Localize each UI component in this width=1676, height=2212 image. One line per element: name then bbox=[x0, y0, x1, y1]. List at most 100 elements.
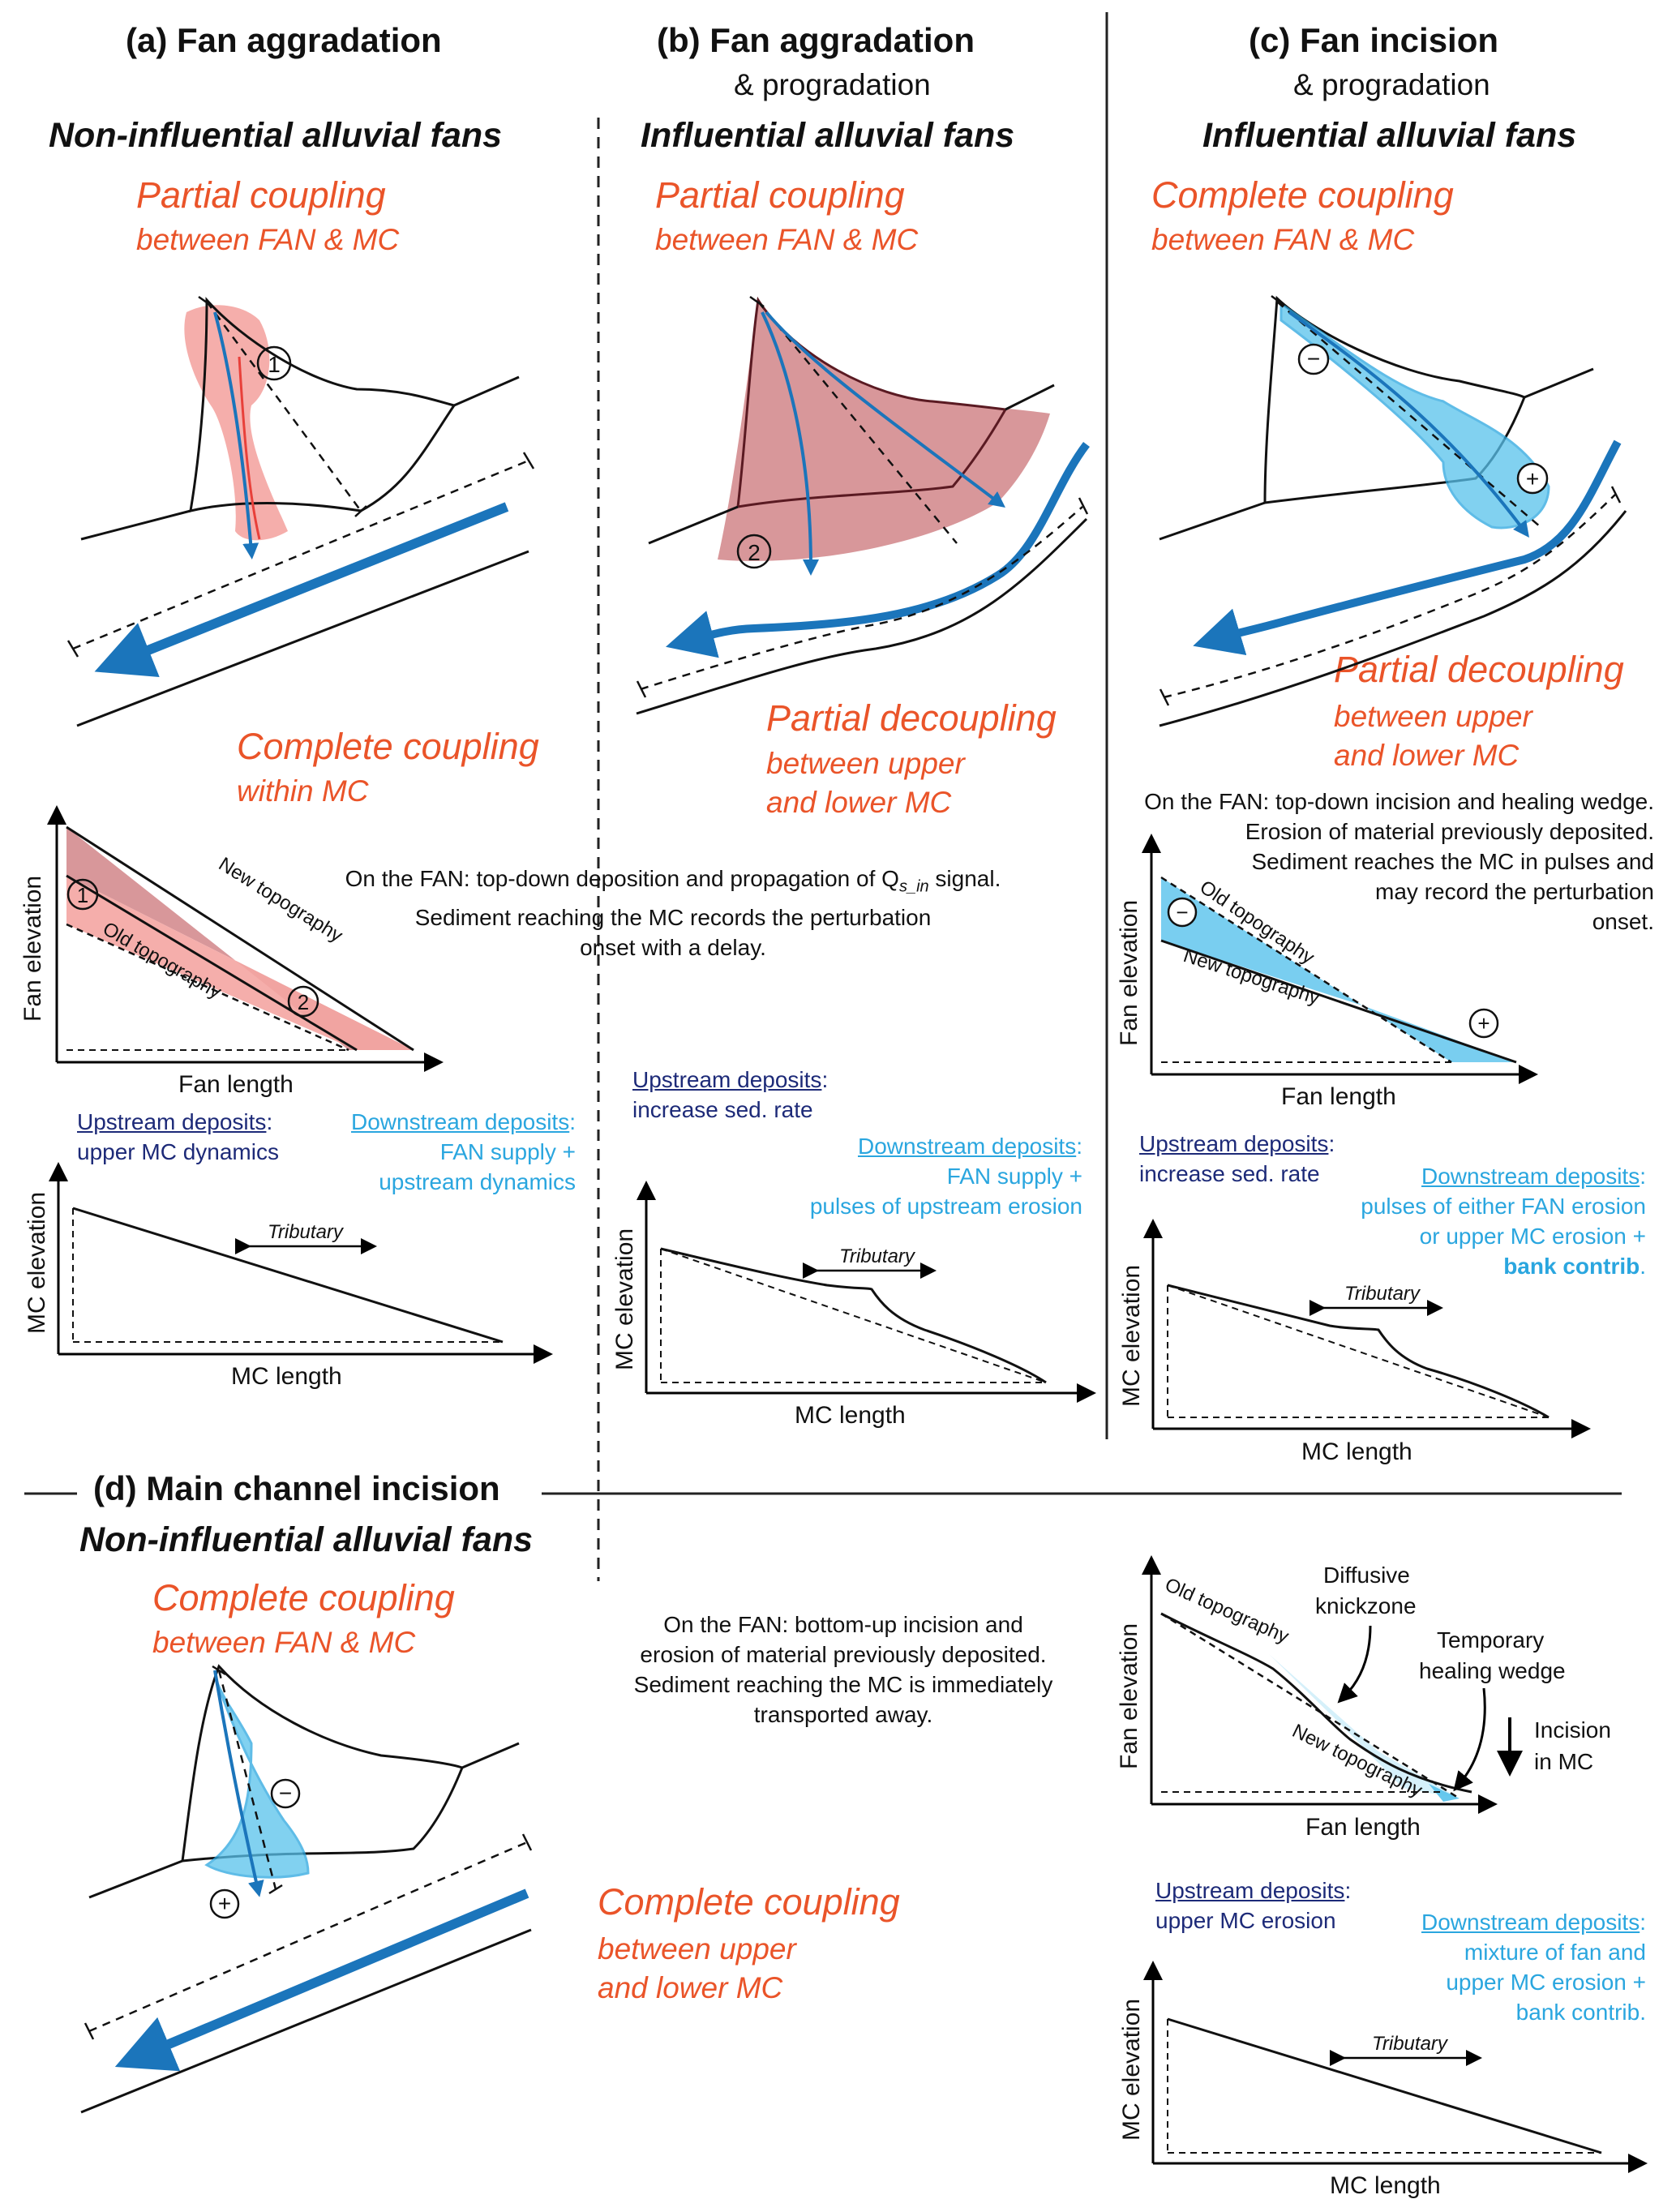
panel-a-upstream-label: Upstream deposits bbox=[77, 1109, 267, 1134]
panel-d-downstream-label: Downstream deposits bbox=[1421, 1910, 1640, 1935]
panel-a-fan-plot-xlabel: Fan length bbox=[178, 1071, 294, 1098]
panel-c-desc5: onset. bbox=[1592, 909, 1654, 934]
panel-a-title: (a) Fan aggradation bbox=[126, 21, 442, 59]
panel-a-mc-plot: Tributary MC elevation MC length bbox=[24, 1162, 553, 1390]
panel-a-upstream: Upstream deposits: upper MC dynamics bbox=[77, 1107, 279, 1167]
panel-b-subtitle: & progradation bbox=[734, 68, 931, 101]
panel-a-valley-left bbox=[80, 509, 191, 541]
panel-c-desc1: On the FAN: top-down incision and healin… bbox=[1144, 789, 1654, 814]
panel-a-fan-plot-m2: 2 bbox=[298, 990, 309, 1014]
panel-b-mc-plot-xlabel: MC length bbox=[795, 1402, 906, 1429]
panel-b-valley-top-dashed bbox=[640, 506, 1083, 691]
panel-a-coupling-bottom-sub: within MC bbox=[237, 774, 369, 808]
panel-d-fan-plot: Old topography New topography Fan elevat… bbox=[1116, 1555, 1611, 1841]
panel-b-mc-plot: Tributary MC elevation MC length bbox=[611, 1181, 1096, 1429]
panel-b-fan-sketch: 2 bbox=[636, 295, 1090, 715]
panel-c-coupling-bottom-sub2: and lower MC bbox=[1334, 739, 1520, 772]
panel-d-desc2: erosion of material previously deposited… bbox=[640, 1642, 1047, 1667]
panel-a-fan-outline bbox=[189, 297, 457, 512]
panel-c-mc-plot-xlabel: MC length bbox=[1301, 1438, 1412, 1465]
panel-c-fan-sketch: − + bbox=[1159, 295, 1627, 727]
panel-d-downstream: Downstream deposits: mixture of fan and … bbox=[1330, 1907, 1646, 2027]
panel-c-downstream: Downstream deposits: pulses of either FA… bbox=[1314, 1161, 1646, 1281]
panel-d-downstream-text3: bank contrib. bbox=[1515, 2000, 1646, 2025]
panel-b-fan-type: Influential alluvial fans bbox=[641, 116, 1015, 155]
panel-a-fan-plot-m1: 1 bbox=[77, 883, 88, 907]
panel-d-fan-plot-ylabel: Fan elevation bbox=[1116, 1623, 1142, 1769]
panel-b-desc-q-sub: s_in bbox=[898, 877, 929, 896]
panel-d-knick-label-2: knickzone bbox=[1315, 1593, 1417, 1618]
panel-c-downstream-text1: pulses of either FAN erosion bbox=[1361, 1194, 1646, 1219]
panel-a-downstream-label: Downstream deposits bbox=[350, 1109, 570, 1134]
panel-a-downstream-text1: FAN supply + bbox=[439, 1139, 576, 1164]
panel-d-minus-fan: − bbox=[279, 1781, 292, 1806]
panel-c-description: On the FAN: top-down incision and healin… bbox=[1054, 787, 1654, 937]
panel-b-title: (b) Fan aggradation bbox=[657, 21, 975, 59]
panel-d-upstream-text: upper MC erosion bbox=[1155, 1908, 1336, 1933]
panel-c-downstream-text3: bank contrib bbox=[1503, 1254, 1640, 1279]
panel-d-fan-outline bbox=[181, 1664, 464, 1863]
panel-d-title: (d) Main channel incision bbox=[93, 1469, 500, 1507]
panel-d-heal-label-1: Temporary bbox=[1437, 1627, 1544, 1653]
panel-b-desc-line3: onset with a delay. bbox=[580, 934, 766, 960]
panel-c-upstream: Upstream deposits: increase sed. rate bbox=[1139, 1129, 1335, 1189]
panel-a-fan-channel bbox=[213, 311, 259, 559]
panel-a-downstream-text2: upstream dynamics bbox=[379, 1169, 576, 1194]
panel-a-fan-type: Non-influential alluvial fans bbox=[49, 116, 503, 155]
panel-d-coupling-top-sub: between FAN & MC bbox=[152, 1626, 416, 1659]
panel-d-knick-arrow bbox=[1337, 1625, 1372, 1704]
panel-d-plus-fan: + bbox=[218, 1891, 231, 1916]
panel-b-aggradation-zone bbox=[718, 300, 1050, 561]
panel-c-mc-plot-tributary: Tributary bbox=[1344, 1283, 1421, 1305]
panel-d-coupling-bottom-sub2: and lower MC bbox=[598, 1971, 783, 2004]
panel-a-mc-plot-xlabel: MC length bbox=[231, 1363, 342, 1390]
panel-a-fan-sketch: 1 bbox=[66, 295, 535, 727]
panel-a-upstream-text: upper MC dynamics bbox=[77, 1139, 279, 1164]
panel-d-coupling-bottom: Complete coupling bbox=[598, 1881, 900, 1923]
panel-b-mc-plot-tributary: Tributary bbox=[839, 1245, 916, 1267]
panel-d-coupling-top: Complete coupling bbox=[152, 1577, 455, 1618]
panel-a-fan-plot: Fan elevation Fan length Old topography … bbox=[19, 805, 444, 1098]
panel-d-fan-type: Non-influential alluvial fans bbox=[79, 1520, 534, 1559]
panel-c-downstream-text2: or upper MC erosion + bbox=[1419, 1224, 1646, 1249]
panel-b-coupling-bottom: Partial decoupling bbox=[766, 697, 1057, 739]
panel-d-mc-plot-tributary: Tributary bbox=[1372, 2033, 1449, 2055]
panel-b-marker-2: 2 bbox=[748, 540, 761, 565]
panel-b-upstream: Upstream deposits: increase sed. rate bbox=[632, 1065, 828, 1125]
panel-c-coupling-bottom-sub1: between upper bbox=[1334, 700, 1532, 733]
panel-a-coupling-top-sub: between FAN & MC bbox=[136, 223, 400, 256]
panel-c-incision-zone bbox=[1280, 302, 1550, 529]
panel-b-coupling-top-sub: between FAN & MC bbox=[655, 223, 919, 256]
panel-d-description: On the FAN: bottom-up incision and erosi… bbox=[584, 1610, 1103, 1730]
panel-c-fan-plot-ylabel: Fan elevation bbox=[1116, 900, 1142, 1046]
panel-c-desc3: Sediment reaches the MC in pulses and bbox=[1251, 849, 1655, 874]
panel-d-downstream-text1: mixture of fan and bbox=[1464, 1940, 1646, 1965]
panel-b-coupling-top: Partial coupling bbox=[655, 174, 905, 216]
panel-b-main-channel-arrow bbox=[666, 441, 1090, 658]
panel-d-desc3: Sediment reaching the MC is immediately bbox=[633, 1672, 1053, 1697]
panel-b-mc-plot-ylabel: MC elevation bbox=[611, 1228, 638, 1370]
panel-a-fan-plot-old-fill bbox=[66, 876, 414, 1050]
panel-b-upstream-label: Upstream deposits bbox=[632, 1067, 822, 1092]
panel-c-fan-type: Influential alluvial fans bbox=[1202, 116, 1577, 155]
panel-d-fan-sketch: − + bbox=[80, 1664, 533, 2114]
panel-c-fan-plot: − + Old topography New topography Fan el… bbox=[1116, 834, 1538, 1110]
panel-c-coupling-top-sub: between FAN & MC bbox=[1151, 223, 1415, 256]
panel-b-desc-line2: Sediment reaching the MC records the per… bbox=[414, 904, 932, 930]
panel-d-incision-zone bbox=[204, 1682, 310, 1879]
panel-b-fan-channel-1 bbox=[765, 311, 1005, 508]
panel-c-main-channel-arrow bbox=[1193, 439, 1622, 656]
panel-c-desc4: may record the perturbation bbox=[1375, 879, 1654, 904]
panel-a-fan-plot-ylabel: Fan elevation bbox=[19, 876, 46, 1022]
panel-a-coupling-bottom: Complete coupling bbox=[237, 726, 539, 767]
panel-d-heal-arrow bbox=[1453, 1687, 1486, 1792]
panel-a-main-channel-bank-top bbox=[72, 459, 529, 650]
panel-d-mc-plot-xlabel: MC length bbox=[1330, 2172, 1441, 2199]
panel-d-heal-label-2: healing wedge bbox=[1419, 1658, 1566, 1683]
panel-b-fan-outline bbox=[736, 296, 1008, 508]
panel-a-marker-1: 1 bbox=[268, 352, 281, 377]
panel-d-desc4: transported away. bbox=[753, 1702, 933, 1727]
panel-a-main-channel-arrow bbox=[94, 502, 509, 678]
